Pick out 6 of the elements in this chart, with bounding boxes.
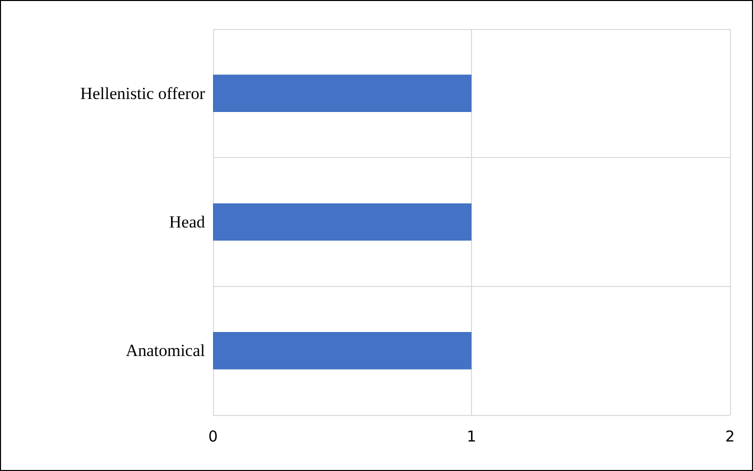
y-tick-label: Anatomical [126, 341, 206, 360]
y-tick-label: Head [169, 212, 206, 232]
x-tick-label: 0 [208, 428, 218, 446]
x-tick-label: 2 [725, 428, 735, 446]
y-tick-label: Hellenistic offeror [80, 84, 206, 103]
x-tick-label: 1 [466, 428, 476, 446]
